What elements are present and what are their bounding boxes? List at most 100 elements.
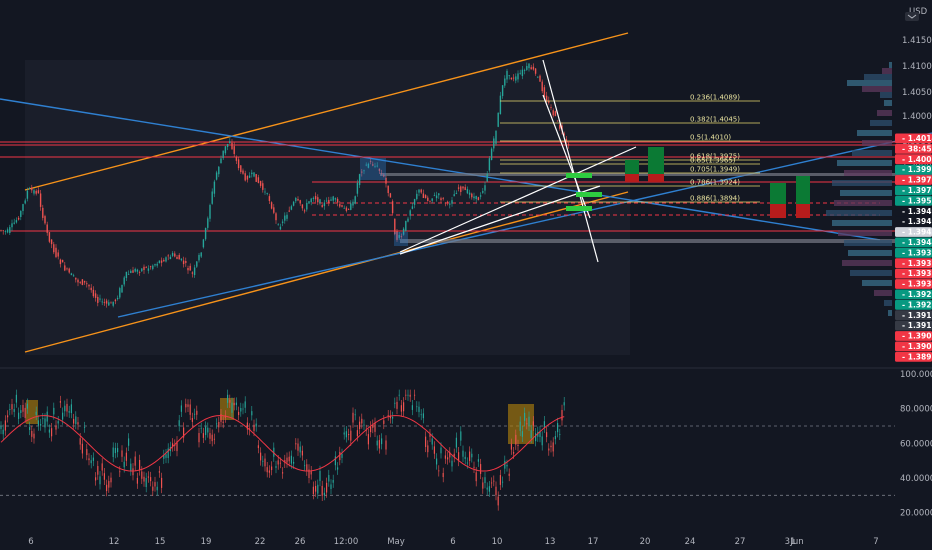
candle-body	[451, 200, 453, 204]
candle-body	[17, 217, 20, 220]
candle-body	[101, 301, 103, 303]
price-tag-label: - 1.3972	[902, 186, 932, 195]
candle-body	[178, 254, 180, 260]
osc-candle-body	[535, 433, 537, 442]
osc-candle-body	[187, 404, 189, 407]
fib-label-2: 0.5(1.4010)	[690, 134, 731, 142]
time-tick-label: 6	[450, 537, 455, 547]
osc-candle-body	[33, 433, 35, 439]
candle-body	[112, 301, 114, 306]
osc-candle-body	[7, 415, 9, 418]
candle-body	[495, 130, 497, 144]
osc-candle-body	[22, 404, 24, 412]
osc-candle-body	[194, 413, 196, 415]
osc-candle-body	[44, 418, 46, 428]
osc-candle-body	[84, 427, 86, 428]
candle-body	[528, 63, 530, 69]
volume-profile-bar	[880, 92, 892, 98]
osc-candle-body	[207, 427, 209, 433]
osc-candle-body	[396, 401, 398, 409]
candle-body	[233, 146, 235, 154]
osc-candle-body	[508, 473, 510, 476]
osc-candle-body	[502, 481, 504, 483]
candle-body	[440, 198, 442, 201]
osc-candle-body	[95, 477, 97, 481]
position-box-0	[625, 160, 639, 174]
osc-candle-body	[288, 456, 290, 462]
candle-body	[387, 185, 389, 194]
candle-body	[268, 196, 271, 201]
candle-body	[556, 120, 559, 122]
position-box-2	[648, 147, 664, 174]
candle-body	[33, 190, 35, 194]
osc-candle-body	[213, 438, 215, 440]
price-tag-box	[895, 237, 932, 248]
candle-body	[442, 197, 444, 199]
candle-body	[187, 267, 189, 271]
price-tag-box	[895, 351, 932, 362]
candle-body	[88, 284, 90, 287]
price-tag-box	[895, 133, 932, 144]
osc-candle-body	[455, 437, 457, 448]
price-tag-box	[895, 175, 932, 185]
candle-body	[402, 228, 405, 235]
osc-candle-body	[506, 464, 508, 467]
osc-candle-body	[233, 402, 235, 406]
candle-body	[354, 196, 356, 204]
osc-candle-body	[462, 450, 464, 457]
osc-candle-body	[376, 440, 378, 446]
osc-candle-body	[253, 424, 255, 431]
candle-body	[433, 195, 436, 197]
candle-body	[92, 289, 95, 297]
candle-body	[149, 266, 152, 268]
price-tag-label: - 1.3895	[902, 352, 932, 361]
candle-body	[72, 275, 75, 277]
candle-body	[229, 141, 231, 144]
candle-body	[64, 265, 66, 271]
candle-body	[103, 302, 106, 304]
osc-candle-body	[524, 412, 526, 421]
price-tag-label: - 1.3939	[902, 248, 932, 257]
candle-body	[262, 183, 264, 190]
volume-profile-bar	[826, 210, 892, 216]
osc-candle-body	[554, 436, 556, 440]
candle-body	[552, 110, 554, 116]
candle-body	[281, 221, 284, 223]
osc-candle-body	[92, 457, 94, 461]
settings-icon[interactable]	[905, 12, 919, 21]
oscillator-pane[interactable]: 100.0000 80.0000 60.0000 40.0000 20.0000	[0, 370, 932, 519]
time-tick-label: 31	[785, 537, 796, 547]
candle-body	[130, 270, 132, 274]
osc-candle-body	[284, 460, 286, 463]
candle-body	[136, 269, 139, 272]
time-tick-label: 13	[545, 537, 556, 547]
candle-body	[319, 199, 321, 203]
overlay-drawings	[360, 59, 810, 263]
price-tag-label: - 1.3935	[902, 259, 932, 268]
osc-candle-body	[51, 428, 53, 437]
osc-candle-body	[477, 459, 479, 462]
candle-body	[493, 138, 495, 149]
osc-candle-body	[334, 456, 336, 466]
osc-candle-body	[117, 448, 119, 453]
candle-body	[473, 196, 475, 199]
osc-candle-body	[242, 408, 244, 410]
fib-label-4: 0.65(1.3965)	[690, 157, 736, 165]
osc-candle-body	[53, 407, 55, 415]
price-tag-box	[895, 206, 932, 217]
time-tick-label: 7	[873, 537, 878, 547]
candle-body	[255, 174, 257, 182]
osc-candle-body	[495, 486, 497, 496]
volume-profile-bar	[847, 80, 892, 86]
osc-candle-body	[539, 431, 541, 438]
candle-body	[405, 220, 407, 231]
osc-candle-body	[480, 464, 482, 474]
candle-body	[39, 193, 42, 207]
overbought-highlight-0	[26, 400, 38, 424]
volume-profile	[826, 62, 892, 316]
candle-body	[242, 170, 244, 174]
osc-candle-body	[312, 486, 314, 495]
main-price-pane[interactable]: 0.236(1.4089) 0.382(1.4045) 0.5(1.4010) 0.6…	[0, 32, 932, 355]
